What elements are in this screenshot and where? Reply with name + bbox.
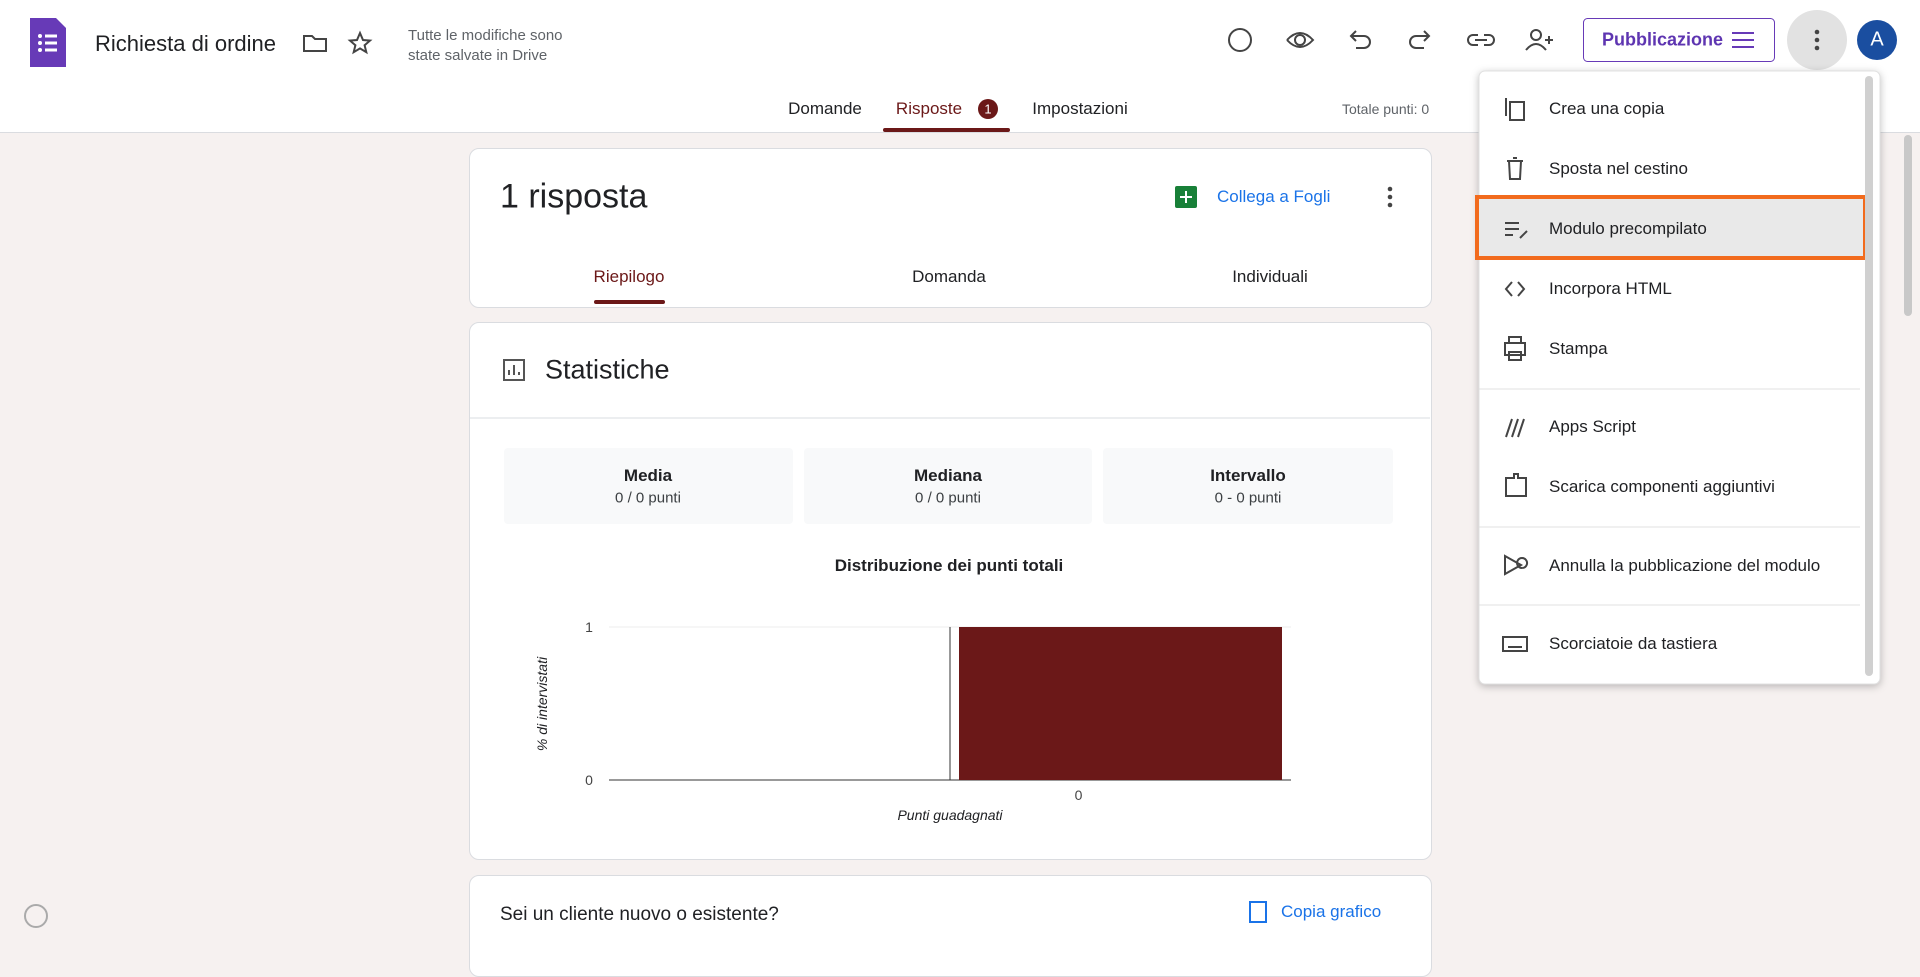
stat-value: 0 - 0 punti	[1214, 489, 1282, 507]
tab[interactable]: Risposte	[895, 99, 963, 118]
menu-icon	[1507, 157, 1523, 180]
tune-icon	[1732, 32, 1754, 48]
chart-title: Distribuzione dei punti totali	[834, 556, 1064, 575]
menu-item[interactable]: Modulo precompilato	[1549, 219, 1707, 238]
response-count: 1 risposta	[500, 177, 648, 216]
menu-dividers	[1479, 388, 1860, 606]
avatar[interactable]	[1857, 20, 1897, 60]
menu-icon	[1504, 336, 1526, 361]
stat-value: 0 / 0 punti	[915, 489, 981, 507]
subtab[interactable]: Riepilogo	[593, 267, 665, 286]
save-status-line: Tutte le modifiche sono	[408, 27, 563, 44]
link-sheets[interactable]: Collega a Fogli	[1217, 187, 1331, 206]
menu-icon	[1505, 222, 1528, 239]
menu-icon	[1505, 98, 1525, 121]
save-status-line: state salvate in Drive	[408, 47, 548, 64]
summary-card	[469, 148, 1432, 308]
graphics	[24, 10, 1912, 928]
chart	[609, 626, 1291, 781]
x-tick-label: 0	[1074, 787, 1083, 803]
menu-item[interactable]: Scarica componenti aggiuntivi	[1549, 477, 1775, 496]
stat-label: Intervallo	[1210, 466, 1286, 485]
publish-button[interactable]	[1583, 18, 1775, 62]
menu-item[interactable]: Crea una copia	[1549, 99, 1665, 118]
page-scrollbar	[1904, 135, 1912, 316]
card-more[interactable]	[1387, 186, 1393, 208]
menu-item[interactable]: Stampa	[1549, 339, 1608, 358]
subtab[interactable]: Individuali	[1232, 267, 1308, 286]
menu-icon	[1502, 636, 1528, 652]
x-axis-title: Punti guadagnati	[897, 807, 1003, 823]
tab[interactable]: Impostazioni	[1032, 99, 1128, 118]
forms-logo	[30, 18, 66, 67]
menu-scrollbar	[1865, 76, 1873, 676]
stat-label: Mediana	[913, 466, 983, 485]
total-points: Totale punti: 0	[1342, 101, 1430, 117]
menu-item[interactable]: Incorpora HTML	[1549, 279, 1672, 298]
folder-icon[interactable]	[303, 35, 327, 52]
badge-count: 1	[984, 101, 992, 117]
stat-value: 0 / 0 punti	[615, 489, 681, 507]
help-icon[interactable]	[24, 904, 48, 928]
menu-highlight	[1475, 195, 1867, 260]
menu-icons	[1502, 98, 1529, 652]
copy-chart[interactable]: Copia grafico	[1281, 902, 1382, 921]
stats-icon	[503, 359, 525, 381]
bar	[959, 627, 1282, 780]
question-title: Sei un cliente nuovo o esistente?	[500, 904, 779, 925]
y-axis-title: % di intervistati	[534, 656, 550, 752]
form-title: Richiesta di ordine	[95, 31, 276, 56]
publish-label[interactable]: Pubblicazione	[1602, 29, 1724, 50]
menu-item[interactable]: Sposta nel cestino	[1549, 159, 1688, 178]
toolbar-icons[interactable]	[1228, 28, 1553, 52]
avatar-letter: A	[1870, 28, 1884, 51]
menu-icon	[1505, 418, 1525, 438]
menu-icon	[1505, 473, 1527, 497]
stats-title: Statistiche	[545, 354, 670, 385]
subtab[interactable]: Domanda	[912, 267, 986, 286]
stat-box	[504, 448, 793, 524]
star-icon[interactable]	[347, 30, 373, 55]
stat-label: Media	[623, 466, 673, 485]
save-status: Tutte le modifiche sono state salvate in …	[408, 26, 563, 66]
menu-icon	[1504, 554, 1529, 576]
menu-item[interactable]: Annulla la pubblicazione del modulo	[1549, 556, 1821, 575]
copy-icon[interactable]	[1249, 901, 1267, 923]
menu-icon	[1504, 281, 1526, 297]
y-tick-label: 0	[585, 772, 593, 788]
stat-box	[804, 448, 1092, 524]
y-tick-label: 1	[585, 619, 593, 635]
subtab-underline	[594, 300, 665, 304]
menu-item[interactable]: Apps Script	[1549, 417, 1636, 436]
menu-item[interactable]: Scorciatoie da tastiera	[1549, 634, 1718, 653]
stat-box	[1103, 448, 1393, 524]
tab[interactable]: Domande	[788, 99, 862, 118]
badge	[978, 99, 998, 119]
tab-underline	[883, 128, 1010, 132]
